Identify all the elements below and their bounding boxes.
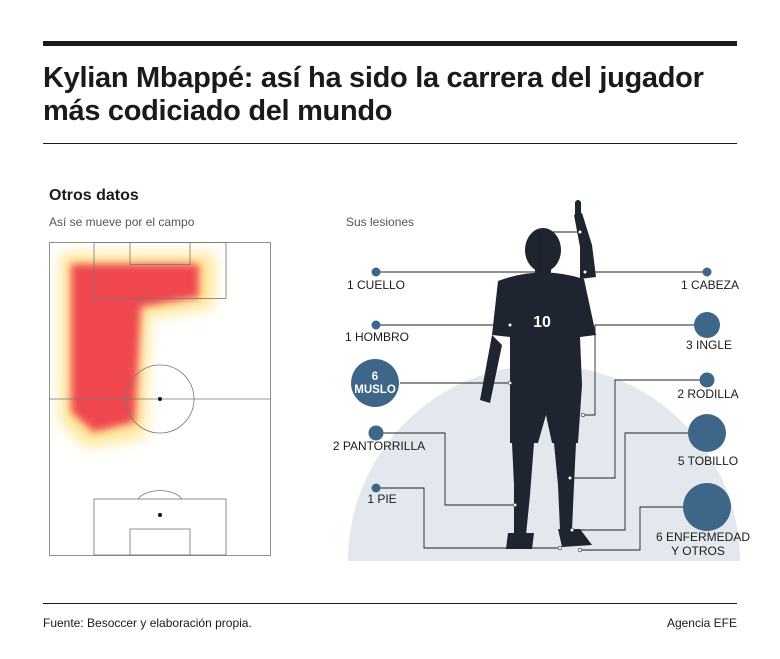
page-title: Kylian Mbappé: así ha sido la carrera de… <box>43 62 704 127</box>
injury-point <box>567 475 573 481</box>
injury-point <box>582 269 588 275</box>
injury-point <box>507 322 513 328</box>
injury-bubble <box>694 312 720 338</box>
injury-bubble <box>371 267 381 277</box>
injury-point <box>507 380 513 386</box>
injury-point <box>557 545 563 551</box>
injury-label: 2 PANTORRILLA <box>332 439 426 453</box>
injury-point <box>577 229 583 235</box>
section-title: Otros datos <box>49 187 139 204</box>
injuries-subtitle: Sus lesiones <box>346 215 415 229</box>
injury-label: 1 HOMBRO <box>344 330 409 344</box>
injury-point <box>512 502 518 508</box>
center-circle <box>125 364 195 434</box>
heatmap-pitch <box>49 242 271 556</box>
bottom-goal-box <box>129 528 191 556</box>
injury-label: 5 TOBILLO <box>677 454 739 468</box>
injury-label: 1 PIE <box>367 492 397 506</box>
source-note: Fuente: Besoccer y elaboración propia. <box>43 616 252 630</box>
injury-label: 6 ENFERMEDAD Y OTROS <box>656 530 751 558</box>
penalty-arc <box>137 490 183 500</box>
injury-bubble <box>699 372 715 388</box>
injury-connector <box>376 432 515 506</box>
background-arc <box>348 365 740 561</box>
shirt-number: 10 <box>533 314 551 331</box>
footer-divider <box>43 603 737 604</box>
injury-label: 2 RODILLA <box>677 387 739 401</box>
top-goal-box <box>129 242 191 265</box>
agency-credit: Agencia EFE <box>666 616 737 630</box>
injury-bubble <box>351 359 399 407</box>
injury-label: 1 CUELLO <box>346 278 406 292</box>
injury-label: 3 INGLE <box>685 338 733 352</box>
title-divider <box>43 143 737 144</box>
injury-bubble <box>371 320 381 330</box>
top-rule <box>43 41 737 46</box>
injury-connectors <box>376 229 707 553</box>
injury-connector <box>572 432 707 531</box>
injury-bubble <box>368 425 384 441</box>
injury-connector <box>376 487 560 549</box>
injury-point <box>580 412 586 418</box>
injury-connector <box>376 231 580 273</box>
injury-bubble <box>371 483 381 493</box>
injury-connector <box>580 506 707 551</box>
penalty-spot <box>158 513 162 517</box>
injury-label: 1 CABEZA <box>680 278 740 292</box>
injury-bubble <box>702 267 712 277</box>
injury-point <box>569 527 575 533</box>
center-spot <box>158 397 162 401</box>
injury-connector <box>570 379 707 479</box>
injury-bubble <box>683 483 731 531</box>
injury-label-line: 6 ENFERMEDAD <box>656 530 751 544</box>
injury-bubble <box>688 414 726 452</box>
heatmap-subtitle: Así se mueve por el campo <box>49 215 195 229</box>
injury-point <box>577 547 583 553</box>
injury-connector <box>583 324 707 416</box>
injury-label-line: Y OTROS <box>671 544 725 558</box>
player-silhouette <box>480 200 596 549</box>
injury-label: 6 <box>372 371 378 383</box>
injury-label: MUSLO <box>354 384 396 396</box>
